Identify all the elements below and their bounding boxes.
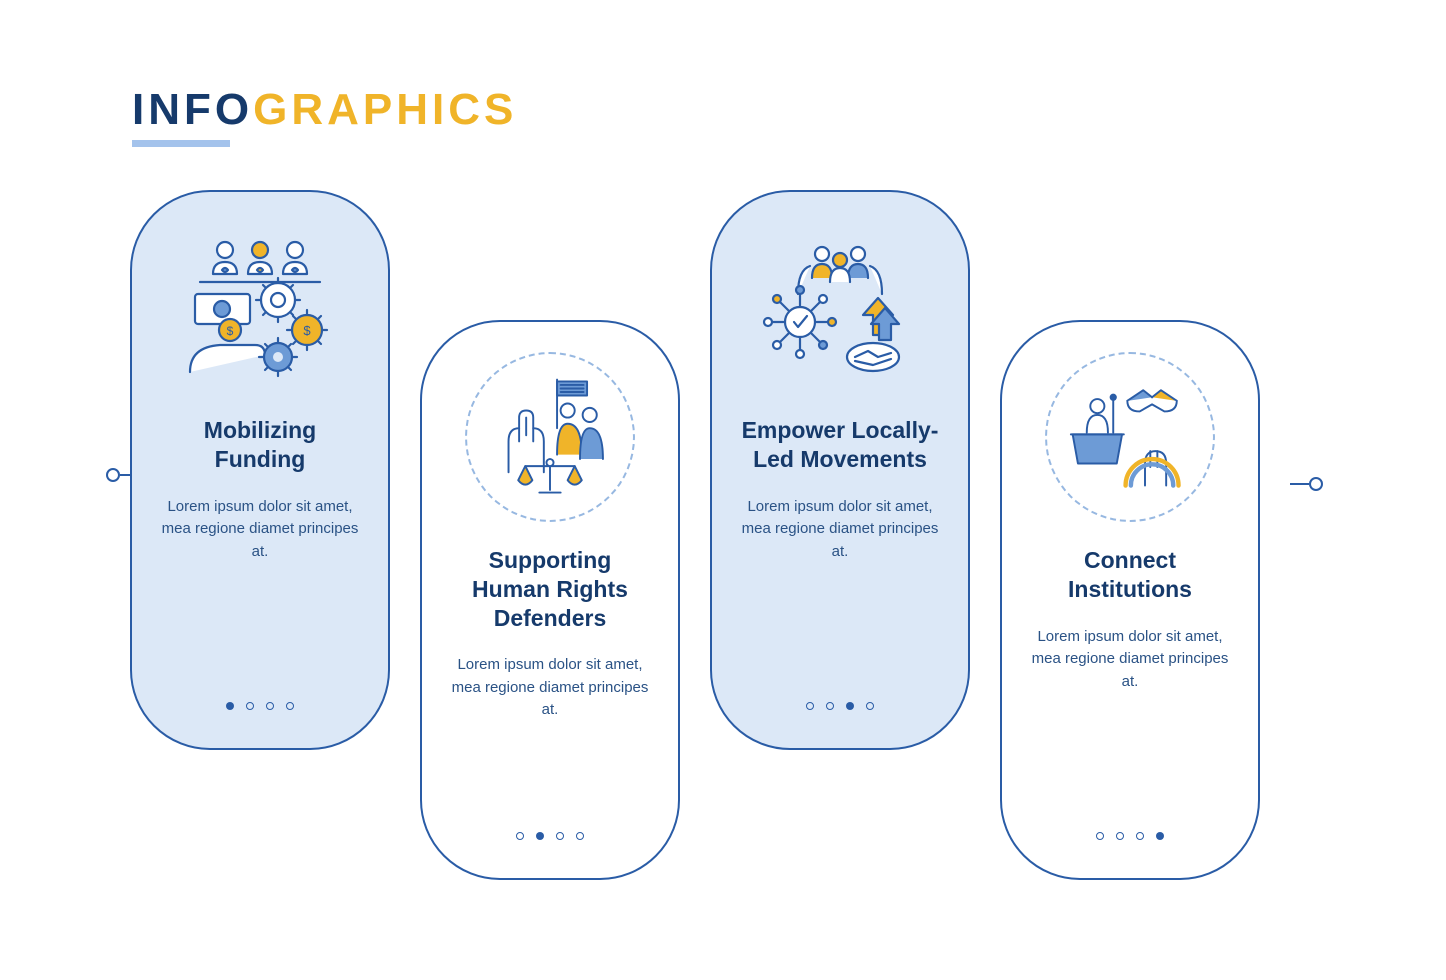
card-body: Lorem ipsum dolor sit amet, mea regione … [738, 496, 942, 564]
dot-icon [226, 702, 234, 710]
dot-icon [286, 702, 294, 710]
cards-row: $ $ Mobilizing Funding Lorem ipsum dolor… [130, 190, 1260, 880]
connector-start-node [106, 468, 120, 482]
svg-text:$: $ [303, 323, 311, 338]
card-local-movements: Empower Locally-Led Movements Lorem ipsu… [710, 190, 970, 750]
progress-dots [132, 702, 388, 710]
card-title: Empower Locally-Led Movements [738, 416, 942, 474]
page-title: INFOGRAPHICS [132, 85, 517, 135]
connect-icon [1045, 352, 1215, 522]
dot-icon [266, 702, 274, 710]
card-mobilizing-funding: $ $ Mobilizing Funding Lorem ipsum dolor… [130, 190, 390, 750]
dot-icon [516, 832, 524, 840]
card-title: Supporting Human Rights Defenders [448, 546, 652, 632]
funding-icon: $ $ [175, 222, 345, 392]
dashed-ring [1045, 352, 1215, 522]
dot-icon [846, 702, 854, 710]
progress-dots [1002, 832, 1258, 840]
title-underline [132, 140, 230, 147]
card-human-rights: Supporting Human Rights Defenders Lorem … [420, 320, 680, 880]
connector-line-right [1290, 483, 1309, 485]
dot-icon [866, 702, 874, 710]
title-prefix: INFO [132, 85, 253, 134]
header: INFOGRAPHICS [132, 85, 517, 135]
card-title: Mobilizing Funding [158, 416, 362, 474]
dot-icon [1116, 832, 1124, 840]
dot-icon [806, 702, 814, 710]
title-suffix: GRAPHICS [253, 85, 517, 134]
progress-dots [712, 702, 968, 710]
card-connect-institutions: Connect Institutions Lorem ipsum dolor s… [1000, 320, 1260, 880]
dot-icon [246, 702, 254, 710]
dot-icon [576, 832, 584, 840]
connector-end-node [1309, 477, 1323, 491]
card-body: Lorem ipsum dolor sit amet, mea regione … [448, 654, 652, 722]
dot-icon [556, 832, 564, 840]
dot-icon [1136, 832, 1144, 840]
dot-icon [1156, 832, 1164, 840]
progress-dots [422, 832, 678, 840]
rights-icon [465, 352, 635, 522]
dot-icon [536, 832, 544, 840]
empower-icon [755, 222, 925, 392]
dot-icon [1096, 832, 1104, 840]
card-body: Lorem ipsum dolor sit amet, mea regione … [1028, 626, 1232, 694]
card-body: Lorem ipsum dolor sit amet, mea regione … [158, 496, 362, 564]
dashed-ring [465, 352, 635, 522]
dot-icon [826, 702, 834, 710]
svg-text:$: $ [227, 324, 234, 338]
card-title: Connect Institutions [1028, 546, 1232, 604]
